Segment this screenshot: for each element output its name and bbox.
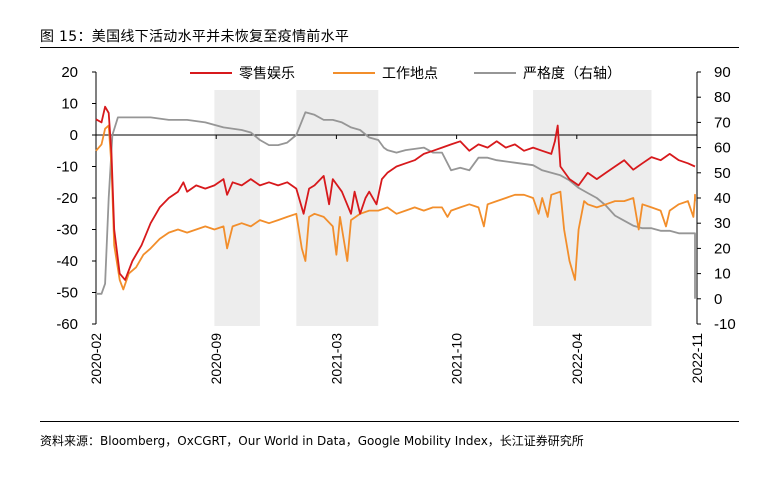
bottom-divider — [40, 421, 739, 422]
series-line-2 — [96, 111, 696, 299]
y-left-tick-label: 0 — [70, 127, 78, 144]
x-tick-label: 2021-10 — [449, 333, 465, 385]
chart-title: 图 15：美国线下活动水平并未恢复至疫情前水平 — [40, 29, 350, 45]
y-right-tick-label: 30 — [714, 215, 731, 232]
shaded-period-1 — [296, 90, 379, 326]
y-right-tick-label: 20 — [714, 240, 731, 257]
y-axis-right-ticks: 90 80 70 60 50 40 30 20 10 0 -10 — [697, 64, 736, 333]
shaded-period-2 — [533, 90, 652, 326]
y-left-tick-label: -60 — [56, 316, 78, 333]
series-lines — [95, 105, 696, 299]
y-left-tick-label: -30 — [56, 222, 78, 239]
x-tick-label: 2020-09 — [208, 333, 224, 385]
y-right-tick-label: 10 — [714, 266, 731, 283]
y-right-tick-label: -10 — [714, 316, 736, 333]
y-right-tick-label: 50 — [714, 165, 731, 182]
y-right-tick-label: 70 — [714, 114, 731, 131]
series-line-0 — [95, 105, 696, 281]
legend-label: 严格度（右轴） — [523, 66, 621, 82]
y-left-tick-label: 20 — [61, 64, 78, 81]
legend-label: 零售娱乐 — [239, 66, 295, 82]
y-left-tick-label: 10 — [61, 96, 78, 113]
source-note: 资料来源：Bloomberg，OxCGRT，Our World in Data，… — [40, 434, 584, 448]
y-right-tick-label: 60 — [714, 140, 731, 157]
y-left-tick-label: -20 — [56, 190, 78, 207]
y-right-tick-label: 80 — [714, 89, 731, 106]
y-right-tick-label: 0 — [714, 291, 722, 308]
shaded-periods — [214, 90, 652, 326]
x-tick-label: 2022-04 — [569, 333, 585, 385]
series-line-1 — [95, 124, 696, 291]
shaded-period-0 — [214, 90, 260, 326]
x-axis-ticks: 2020-02 2020-09 2021-03 2021-10 2022-04 2022-… — [88, 135, 705, 384]
y-right-tick-label: 40 — [714, 190, 731, 207]
x-tick-label: 2022-11 — [689, 333, 705, 384]
y-right-tick-label: 90 — [714, 64, 731, 81]
y-left-tick-label: -10 — [56, 159, 78, 176]
legend-label: 工作地点 — [382, 66, 438, 82]
x-tick-label: 2021-03 — [328, 333, 344, 385]
legend: 零售娱乐 工作地点 严格度（右轴） — [190, 66, 621, 82]
top-divider — [40, 47, 739, 48]
x-tick-label: 2020-02 — [88, 333, 104, 385]
y-left-tick-label: -50 — [56, 285, 78, 302]
y-left-tick-label: -40 — [56, 253, 78, 270]
y-axis-left-ticks: 20 10 0 -10 -20 -30 -40 -50 -60 — [56, 64, 96, 333]
